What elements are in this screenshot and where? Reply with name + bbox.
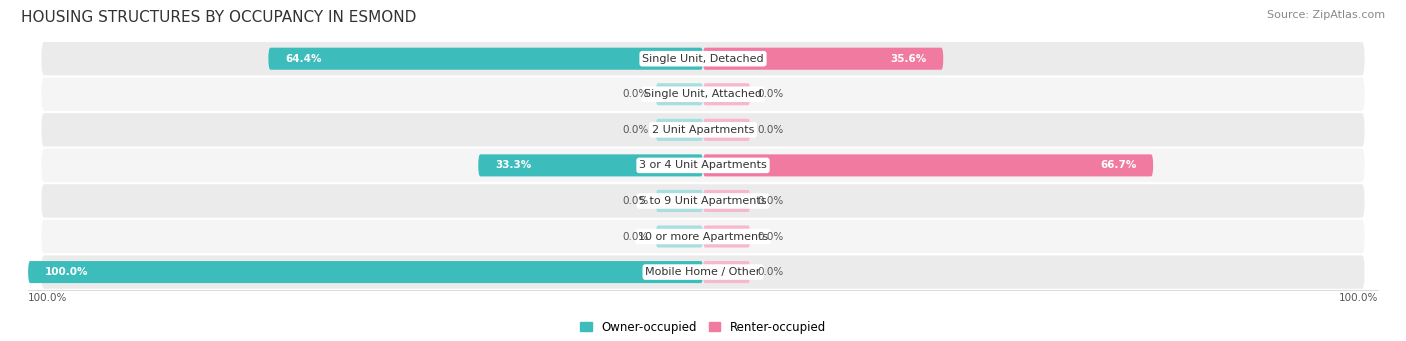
Text: 100.0%: 100.0% bbox=[45, 267, 89, 277]
FancyBboxPatch shape bbox=[42, 220, 1364, 253]
Text: 0.0%: 0.0% bbox=[623, 196, 650, 206]
Text: 0.0%: 0.0% bbox=[756, 89, 783, 99]
Legend: Owner-occupied, Renter-occupied: Owner-occupied, Renter-occupied bbox=[575, 316, 831, 339]
FancyBboxPatch shape bbox=[703, 261, 751, 283]
FancyBboxPatch shape bbox=[42, 255, 1364, 289]
FancyBboxPatch shape bbox=[703, 119, 751, 141]
FancyBboxPatch shape bbox=[42, 77, 1364, 111]
FancyBboxPatch shape bbox=[655, 190, 703, 212]
FancyBboxPatch shape bbox=[703, 83, 751, 105]
FancyBboxPatch shape bbox=[42, 149, 1364, 182]
FancyBboxPatch shape bbox=[28, 261, 703, 283]
FancyBboxPatch shape bbox=[42, 113, 1364, 147]
Text: 0.0%: 0.0% bbox=[756, 196, 783, 206]
Text: 0.0%: 0.0% bbox=[756, 125, 783, 135]
FancyBboxPatch shape bbox=[42, 184, 1364, 218]
Text: 100.0%: 100.0% bbox=[1339, 293, 1378, 303]
FancyBboxPatch shape bbox=[655, 119, 703, 141]
Text: 10 or more Apartments: 10 or more Apartments bbox=[638, 232, 768, 241]
FancyBboxPatch shape bbox=[42, 42, 1364, 75]
Text: 64.4%: 64.4% bbox=[285, 54, 322, 64]
Text: HOUSING STRUCTURES BY OCCUPANCY IN ESMOND: HOUSING STRUCTURES BY OCCUPANCY IN ESMON… bbox=[21, 10, 416, 25]
FancyBboxPatch shape bbox=[478, 154, 703, 176]
Text: 0.0%: 0.0% bbox=[756, 232, 783, 241]
Text: 0.0%: 0.0% bbox=[623, 232, 650, 241]
Text: Mobile Home / Other: Mobile Home / Other bbox=[645, 267, 761, 277]
Text: Single Unit, Detached: Single Unit, Detached bbox=[643, 54, 763, 64]
Text: 100.0%: 100.0% bbox=[28, 293, 67, 303]
Text: 66.7%: 66.7% bbox=[1099, 160, 1136, 170]
Text: 3 or 4 Unit Apartments: 3 or 4 Unit Apartments bbox=[640, 160, 766, 170]
Text: 0.0%: 0.0% bbox=[623, 125, 650, 135]
Text: Source: ZipAtlas.com: Source: ZipAtlas.com bbox=[1267, 10, 1385, 20]
Text: 5 to 9 Unit Apartments: 5 to 9 Unit Apartments bbox=[640, 196, 766, 206]
Text: Single Unit, Attached: Single Unit, Attached bbox=[644, 89, 762, 99]
Text: 0.0%: 0.0% bbox=[756, 267, 783, 277]
Text: 0.0%: 0.0% bbox=[623, 89, 650, 99]
FancyBboxPatch shape bbox=[703, 225, 751, 248]
Text: 33.3%: 33.3% bbox=[495, 160, 531, 170]
FancyBboxPatch shape bbox=[269, 48, 703, 70]
FancyBboxPatch shape bbox=[655, 225, 703, 248]
FancyBboxPatch shape bbox=[703, 190, 751, 212]
FancyBboxPatch shape bbox=[703, 154, 1153, 176]
Text: 35.6%: 35.6% bbox=[890, 54, 927, 64]
FancyBboxPatch shape bbox=[703, 48, 943, 70]
FancyBboxPatch shape bbox=[655, 83, 703, 105]
Text: 2 Unit Apartments: 2 Unit Apartments bbox=[652, 125, 754, 135]
